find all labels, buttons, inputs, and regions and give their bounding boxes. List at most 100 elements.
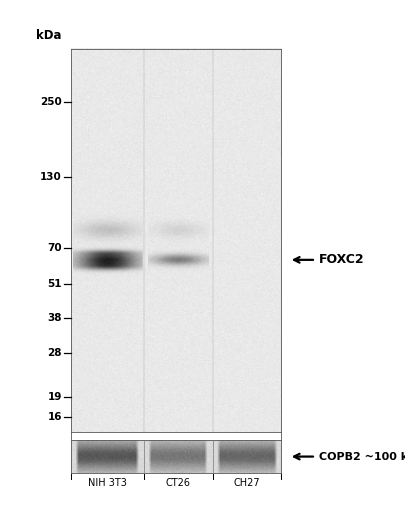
Point [214,236,221,244]
Point [186,87,192,96]
Point [266,71,273,79]
Point [221,265,228,273]
Point [196,388,202,397]
Point [164,172,170,180]
Text: COPB2 ~100 kDa: COPB2 ~100 kDa [319,452,405,461]
Point [188,210,195,218]
Point [259,321,266,330]
Point [241,313,247,321]
Point [185,154,192,162]
Point [98,373,104,381]
Point [142,326,149,334]
Point [73,175,80,183]
Point [88,239,95,247]
Point [117,365,124,374]
Text: 16: 16 [47,411,62,422]
Point [262,294,269,303]
Point [163,405,170,413]
Point [278,90,284,99]
Point [77,219,83,227]
Point [95,346,101,354]
Point [225,263,231,271]
Point [78,99,85,107]
Text: CH27: CH27 [234,478,260,488]
Point [218,414,224,422]
Point [168,103,175,111]
Point [186,120,193,128]
Point [128,397,134,405]
Point [138,249,145,258]
Point [89,184,95,193]
Point [270,382,276,390]
Point [224,360,230,368]
Point [100,137,106,146]
Point [139,377,146,385]
Point [213,286,219,294]
Point [197,62,204,70]
Point [220,218,226,226]
Point [237,140,243,148]
Point [119,374,126,382]
Point [252,338,258,346]
Point [159,324,166,333]
Point [231,249,238,257]
Point [70,173,77,181]
Point [134,383,140,391]
Point [239,189,245,197]
Point [136,329,143,337]
Point [72,264,79,272]
Point [79,216,85,224]
Point [190,142,196,150]
Point [147,227,154,236]
Point [189,365,196,373]
Point [219,423,225,431]
Point [269,409,276,417]
Point [118,122,125,130]
Point [129,63,136,71]
Point [254,253,260,262]
Point [274,415,280,423]
Point [273,221,280,229]
Point [248,371,255,379]
Point [135,317,141,326]
Point [179,405,185,413]
Point [96,363,102,371]
Point [130,163,136,171]
Point [88,115,95,123]
Point [192,338,198,346]
Point [80,388,87,396]
Point [97,242,103,250]
Point [263,222,270,230]
Point [181,263,188,271]
Point [186,146,193,154]
Point [239,358,245,366]
Point [118,130,124,138]
Point [71,173,77,181]
Point [121,49,128,57]
Point [246,158,252,167]
Point [151,291,157,299]
Point [267,232,274,240]
Point [183,250,189,258]
Point [165,260,172,268]
Point [266,301,272,310]
Point [82,331,88,339]
Point [262,288,269,296]
Point [132,132,138,140]
Point [192,282,198,290]
Point [239,101,246,109]
Point [165,275,171,284]
Point [202,321,209,330]
Point [250,55,257,63]
Point [68,353,75,361]
Point [120,331,126,339]
Point [240,98,246,106]
Point [156,318,162,327]
Point [71,408,77,416]
Point [105,378,112,386]
Point [163,365,169,373]
Point [151,114,157,122]
Point [126,257,132,265]
Point [272,243,279,251]
Point [152,262,158,270]
